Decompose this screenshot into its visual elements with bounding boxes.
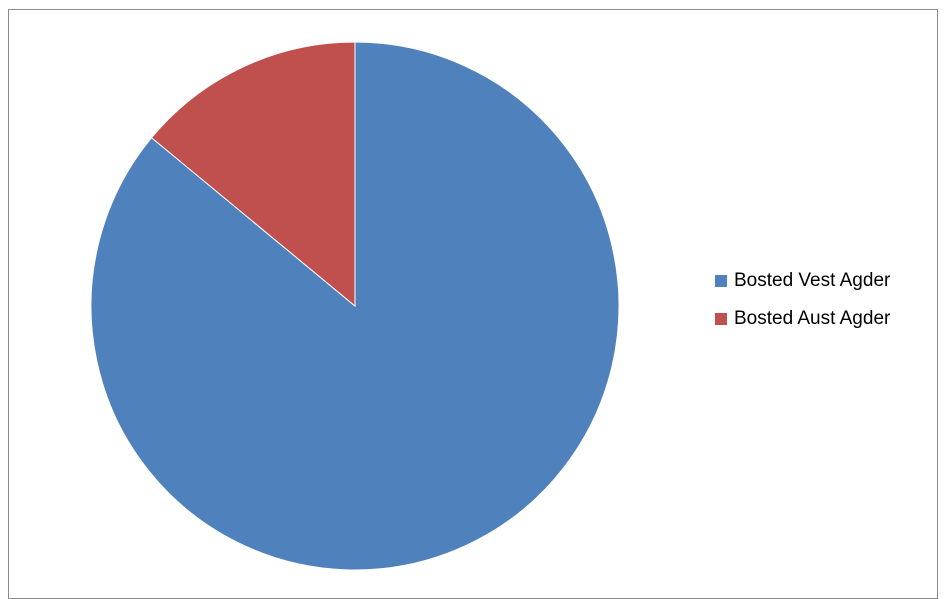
legend-label: Bosted Aust Agder	[734, 308, 891, 329]
legend-swatch	[715, 275, 727, 287]
legend-swatch	[715, 313, 727, 325]
legend-item: Bosted Aust Agder	[715, 308, 890, 330]
legend-item: Bosted Vest Agder	[715, 270, 890, 292]
pie-slice-2	[150, 41, 356, 308]
legend-label: Bosted Vest Agder	[734, 270, 891, 291]
legend: Bosted Vest Agder Bosted Aust Agder	[715, 270, 890, 346]
